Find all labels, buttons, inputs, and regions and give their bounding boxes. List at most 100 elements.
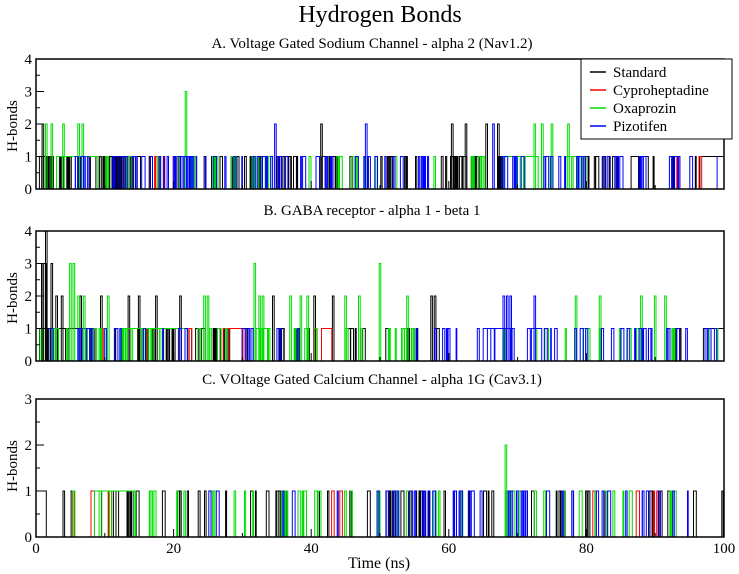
panel-b-standard-pulse-26 <box>169 328 173 361</box>
panel-b-series-oxaprozin <box>39 263 719 361</box>
panel-a-pizotifen-pulse-12 <box>149 156 153 189</box>
panel-a-oxaprozin-spike-52 <box>567 123 570 189</box>
panel-b-oxaprozin-pulse-62 <box>413 328 415 361</box>
panel-c-traces <box>36 444 724 537</box>
panel-c-series-pizotifen <box>208 490 689 537</box>
panel-a-pizotifen-pulse-73 <box>550 156 554 189</box>
panel-a-pizotifen-pulse-44 <box>315 156 320 189</box>
panel-c-pizotifen-pulse-33 <box>601 490 605 537</box>
legend: Standard Cyproheptadine Oxaprozin Pizoti… <box>580 58 733 140</box>
panel-b-pizotifen-pulse-7 <box>119 328 122 361</box>
panel-b-pizotifen-pulse-57 <box>713 328 718 361</box>
panel-c-pizotifen-pulse-3 <box>291 490 296 537</box>
panel-b-ylabel: H-bonds <box>5 272 21 324</box>
panel-c-pizotifen-pulse-4 <box>336 490 339 537</box>
panel-b-oxaprozin-pulse-15 <box>121 328 124 361</box>
panel-a-pizotifen-pulse-87 <box>668 156 673 189</box>
panel-b-standard-spike-60 <box>430 295 433 361</box>
panel-b-pizotifen-pulse-18 <box>415 328 418 361</box>
panel-a-standard-pulse-72 <box>405 156 408 189</box>
panel-b-pizotifen-pulse-37 <box>554 328 558 361</box>
panel-b-oxaprozin-pulse-33 <box>225 328 228 361</box>
panel-b-oxaprozin-spike-30 <box>206 295 210 361</box>
panel-a-pizotifen-pulse-54 <box>384 156 387 189</box>
panel-c-standard-pulse-39 <box>443 490 446 537</box>
panel-c-oxaprozin-pulse-14 <box>252 490 255 537</box>
panel-b-oxaprozin-pulse-32 <box>217 328 222 361</box>
panel-a-pizotifen-pulse-29 <box>224 156 227 189</box>
panel-b-pizotifen-pulse-3 <box>85 328 91 361</box>
panel-b-pizotifen-pulse-53 <box>676 328 680 361</box>
panel-a-standard-pulse-12 <box>67 156 70 189</box>
panel-a-standard-pulse-98 <box>499 156 502 189</box>
panel-a-oxaprozin-spike-0 <box>45 123 48 189</box>
panel-c-pizotifen-pulse-16 <box>454 490 457 537</box>
panel-c-pizotifen-pulse-39 <box>657 490 661 537</box>
panel-c-oxaprozin-pulse-23 <box>344 490 347 537</box>
panel-c-oxaprozin-pulse-36 <box>533 490 538 537</box>
panel-c-standard-pulse-43 <box>491 490 495 537</box>
xtick-label-0: 0 <box>32 541 40 557</box>
panel-c-standard-pulse-12 <box>179 490 182 537</box>
panel-c-standard-pulse-13 <box>186 490 189 537</box>
panel-b-oxaprozin-pulse-4 <box>66 328 68 361</box>
panel-b-standard-block-68 <box>702 328 724 361</box>
panel-c-standard-pulse-15 <box>204 490 207 537</box>
panel-a-pizotifen-pulse-3 <box>83 156 86 189</box>
panel-c-pizotifen-pulse-1 <box>215 490 220 537</box>
panel-b-pizotifen-pulse-38 <box>574 328 578 361</box>
panel-b-oxaprozin-pulse-18 <box>125 328 128 361</box>
panel-b-oxaprozin-pulse-12 <box>99 328 103 361</box>
panel-b-standard-spike-9 <box>60 295 64 361</box>
panel-c-pizotifen-pulse-7 <box>392 490 397 537</box>
panel-b-title: B. GABA receptor - alpha 1 - beta 1 <box>263 203 480 219</box>
panel-a-oxaprozin-spike-1 <box>50 123 54 189</box>
panel-a-standard-pulse-48 <box>244 156 247 189</box>
panel-a-standard-pulse-67 <box>380 156 383 189</box>
panel-b-oxaprozin-pulse-46 <box>304 328 309 361</box>
figure-title: Hydrogen Bonds <box>298 2 461 28</box>
panel-a-standard-spike-85 <box>464 123 468 189</box>
panel-b-pizotifen-pulse-55 <box>704 328 708 361</box>
panel-a-oxaprozin-pulse-53 <box>571 156 574 189</box>
panel-b-pizotifen-pulse-50 <box>648 328 653 361</box>
xtick-label-60: 60 <box>441 541 456 557</box>
panel-b-oxaprozin-spike-45 <box>299 295 303 361</box>
panel-b-plot: 0 1 2 3 4 <box>25 224 725 370</box>
panel-c-oxaprozin-pulse-2 <box>98 490 103 537</box>
panel-b-oxaprozin-spike-47 <box>306 295 310 361</box>
panel-b-oxaprozin-pulse-50 <box>344 328 349 361</box>
panel-b-pizotifen-spike-30 <box>509 295 512 361</box>
panel-a-pizotifen-pulse-37 <box>270 156 274 189</box>
xtick-label-40: 40 <box>304 541 319 557</box>
panel-a-pizotifen-pulse-48 <box>331 156 334 189</box>
panel-a-standard-pulse-70 <box>389 156 393 189</box>
panel-c-standard-pulse-8 <box>130 490 135 537</box>
panel-c-series-oxaprozin <box>71 444 677 537</box>
panel-a-pizotifen-pulse-79 <box>601 156 605 189</box>
panel-a-pizotifen-pulse-82 <box>616 156 619 189</box>
panel-c-cyproheptadine-pulse-3 <box>331 490 335 537</box>
panel-a-standard-pulse-74 <box>440 156 444 189</box>
panel-b-pizotifen-pulse-31 <box>511 328 515 361</box>
xtick-label-100: 100 <box>713 541 736 557</box>
panel-b-pizotifen-block-25 <box>482 328 512 361</box>
panel-a-pizotifen-pulse-77 <box>577 156 583 189</box>
panel-a-ylabel: H-bonds <box>5 100 21 152</box>
panel-c-oxaprozin-pulse-46 <box>670 490 673 537</box>
panel-a-oxaprozin-pulse-27 <box>267 156 271 189</box>
panel-b-cyproheptadine-pulse-2 <box>188 328 193 361</box>
panel-c-standard-pulse-41 <box>483 490 488 537</box>
panel-a-title: A. Voltage Gated Sodium Channel - alpha … <box>211 36 532 52</box>
panel-b-cyproheptadine-block-4 <box>228 328 243 361</box>
panel-c-pizotifen-pulse-20 <box>470 490 475 537</box>
panel-a-pizotifen-pulse-57 <box>418 156 421 189</box>
panel-b-pizotifen-pulse-11 <box>184 328 188 361</box>
panel-a-standard-pulse-47 <box>236 156 240 189</box>
panel-a-oxaprozin-spike-13 <box>184 91 188 189</box>
panel-a-pizotifen-pulse-4 <box>86 156 90 189</box>
panel-b-standard-pulse-6 <box>47 328 49 361</box>
panel-c-standard-pulse-42 <box>487 490 490 537</box>
panel-b-standard-spike-7 <box>50 263 54 361</box>
